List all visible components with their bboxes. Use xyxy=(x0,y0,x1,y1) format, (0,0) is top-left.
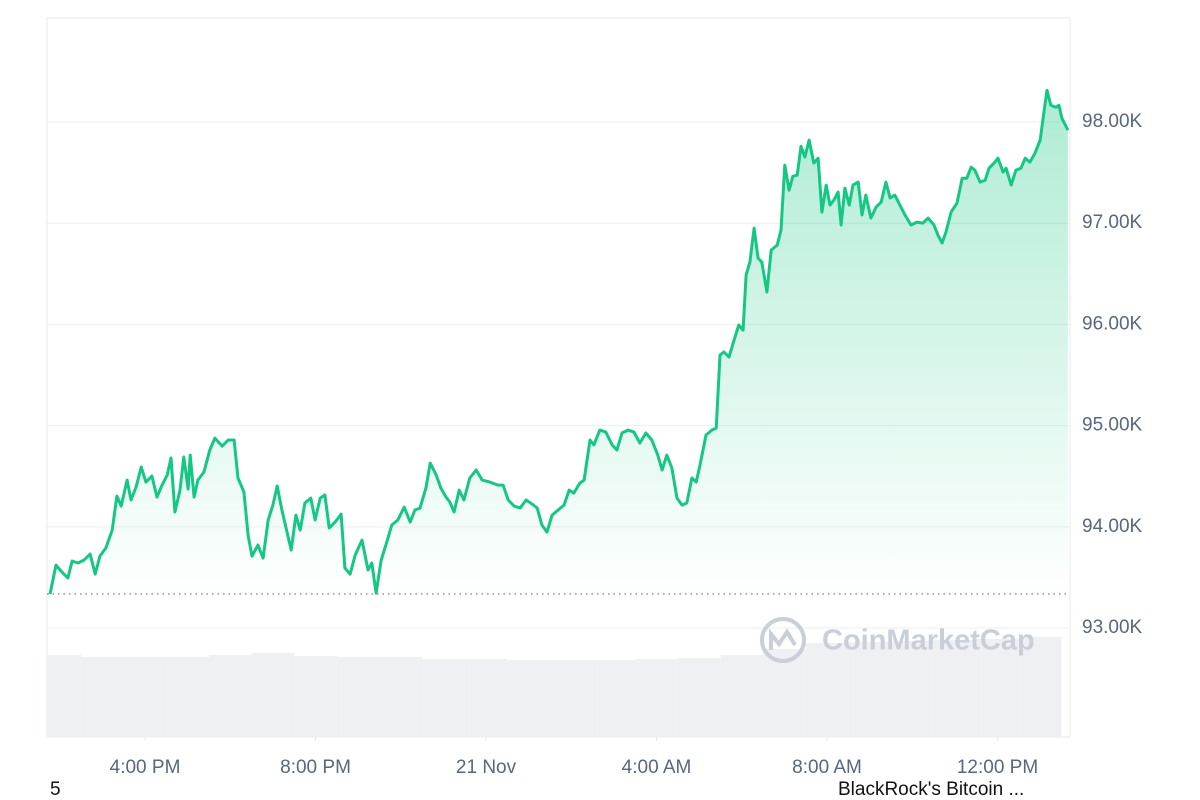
watermark-logo xyxy=(760,617,806,663)
volume-bar xyxy=(464,659,508,737)
x-tick-label: 4:00 PM xyxy=(110,757,181,778)
volume-bar xyxy=(379,657,423,737)
x-tick-label: 4:00 AM xyxy=(622,757,692,778)
volume-bar xyxy=(763,649,806,737)
x-tick-label: 21 Nov xyxy=(456,757,517,778)
x-tick-label: 8:00 AM xyxy=(792,757,862,778)
volume-bar xyxy=(166,657,209,737)
volume-bar xyxy=(976,639,1019,737)
footer-right: BlackRock's Bitcoin ... xyxy=(838,779,1024,800)
volume-bar xyxy=(933,640,977,737)
volume-bar xyxy=(592,660,636,737)
watermark-text: CoinMarketCap xyxy=(822,625,1035,657)
x-tick-label: 12:00 PM xyxy=(957,757,1038,778)
volume-bar xyxy=(720,655,764,737)
volume-bar xyxy=(294,656,337,737)
volume-bar xyxy=(805,643,849,737)
volume-bar xyxy=(677,658,721,737)
price-line xyxy=(48,88,1070,595)
volume-bar xyxy=(208,655,252,737)
y-tick-label: 97.00K xyxy=(1082,212,1143,233)
volume-bar xyxy=(422,659,465,737)
volume-bar xyxy=(336,657,380,737)
volume-bar xyxy=(47,655,82,737)
price-area xyxy=(49,90,1068,595)
volume-bar xyxy=(251,653,295,737)
footer-left: 5 xyxy=(50,779,61,800)
volume-bar xyxy=(1018,637,1062,737)
x-tick-label: 8:00 PM xyxy=(280,757,351,778)
y-tick-label: 94.00K xyxy=(1082,516,1143,537)
y-tick-label: 95.00K xyxy=(1082,415,1143,436)
y-tick-label: 98.00K xyxy=(1082,111,1143,132)
watermark-logo-mark xyxy=(769,628,797,650)
watermark: CoinMarketCap xyxy=(760,617,1035,663)
y-tick-label: 93.00K xyxy=(1082,617,1143,638)
volume-bar xyxy=(123,657,167,737)
volume-bar xyxy=(549,660,593,737)
volume-bar xyxy=(890,641,934,737)
volume-bar xyxy=(635,659,678,737)
volume-bar xyxy=(507,660,550,737)
y-tick-label: 96.00K xyxy=(1082,313,1143,334)
volume-bar xyxy=(848,642,891,737)
volume-bar xyxy=(81,657,124,737)
